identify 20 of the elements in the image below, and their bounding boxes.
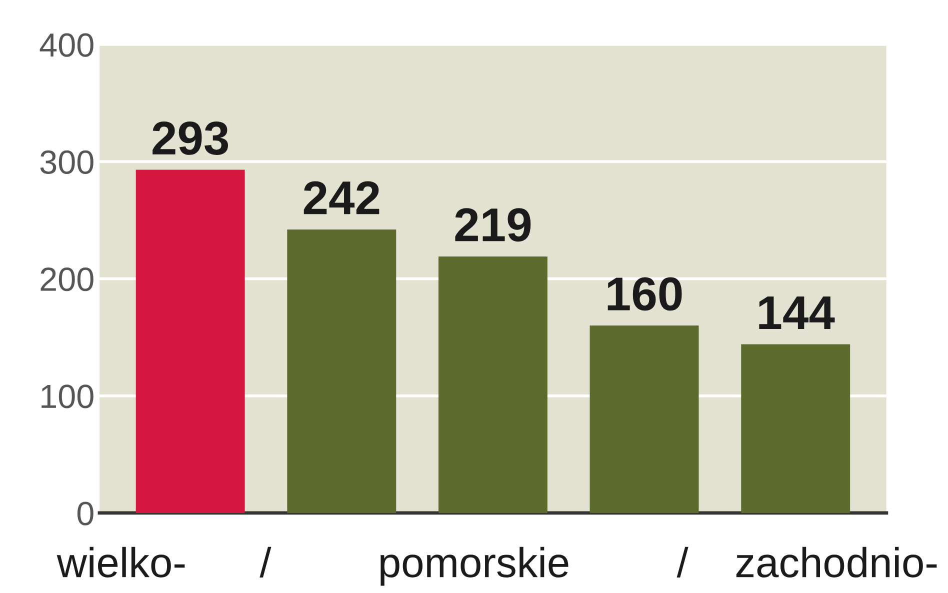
bar: [136, 170, 245, 513]
y-tick-label: 0: [77, 502, 94, 526]
text: /: [260, 546, 272, 578]
data-label: 293: [152, 121, 228, 155]
y-tick-label: 200: [40, 268, 94, 292]
text: zachodnio-: [736, 546, 937, 578]
text: /: [676, 546, 688, 578]
bar: [590, 326, 699, 513]
text: wielko-: [56, 546, 185, 578]
y-tick-label: 400: [40, 33, 94, 57]
data-label: 219: [455, 208, 531, 242]
bar: [438, 256, 548, 513]
bar: [287, 230, 396, 513]
y-tick-label: 100: [42, 384, 94, 408]
data-label: 144: [759, 296, 835, 329]
data-label: 242: [304, 181, 380, 214]
text: pomorskie: [380, 546, 568, 586]
bar: [741, 344, 850, 513]
data-label: 160: [608, 277, 682, 311]
y-tick-label: 300: [40, 150, 94, 174]
